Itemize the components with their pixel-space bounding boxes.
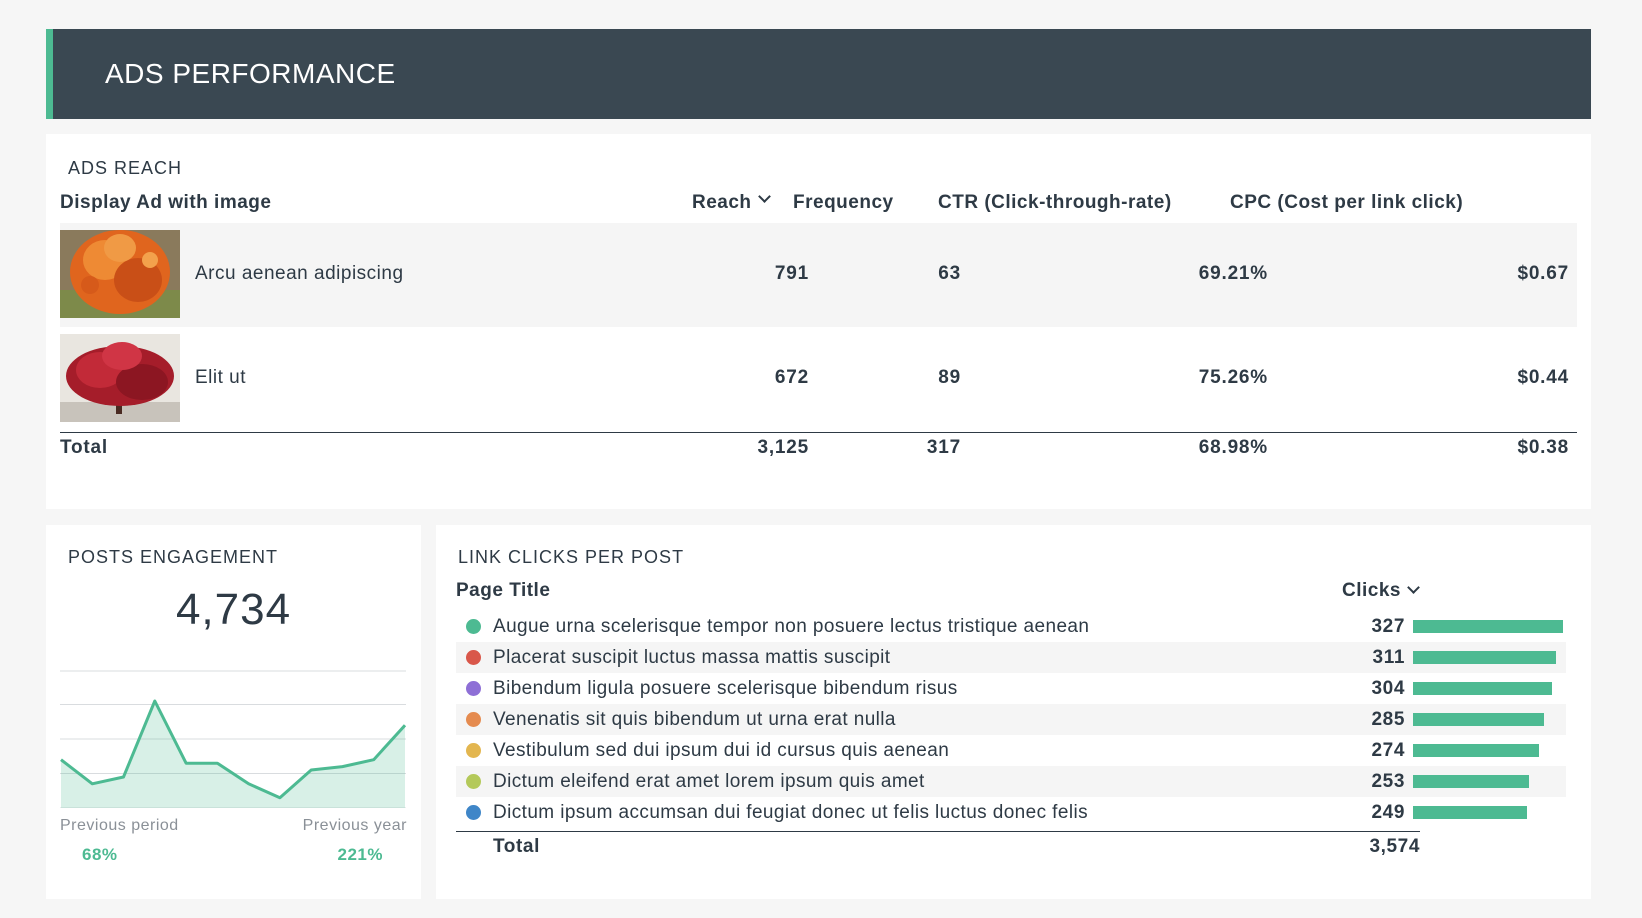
ads-reach-table-header: Display Ad with image Reach Frequency CT… [60,190,1577,222]
total-ctr: 68.98% [1198,437,1268,458]
total-frequency: 317 [926,437,961,458]
clicks-value: 249 [1371,802,1405,823]
clicks-bar [1413,806,1527,819]
col-clicks-sort[interactable]: Clicks [1342,580,1420,602]
list-item[interactable]: Vestibulum sed dui ipsum dui id cursus q… [456,735,1566,766]
reach-value: 672 [774,367,809,388]
color-dot-icon [466,650,481,665]
table-row[interactable]: Elit ut 672 89 75.26% $0.44 [60,327,1577,431]
clicks-bar [1413,620,1563,633]
color-dot-icon [466,619,481,634]
clicks-bar [1413,713,1544,726]
ads-reach-card: ADS REACH Display Ad with image Reach Fr… [46,134,1591,509]
color-dot-icon [466,743,481,758]
link-clicks-card: LINK CLICKS PER POST Page Title Clicks A… [436,525,1591,899]
col-ctr[interactable]: CTR (Click-through-rate) [938,192,1172,213]
table-row[interactable]: Arcu aenean adipiscing 791 63 69.21% $0.… [60,223,1577,327]
ad-name: Arcu aenean adipiscing [195,263,404,284]
page-title-text: Dictum eleifend erat amet lorem ipsum qu… [493,771,925,792]
total-label: Total [60,437,108,458]
previous-year-label: Previous year [302,817,407,834]
engagement-sparkline [60,670,406,808]
col-reach-label: Reach [692,192,752,213]
page-header: ADS PERFORMANCE [46,29,1591,119]
page-title-text: Vestibulum sed dui ipsum dui id cursus q… [493,740,950,761]
clicks-value: 304 [1371,678,1405,699]
chevron-down-icon [1407,581,1420,594]
sparkline-area [61,701,405,808]
color-dot-icon [466,681,481,696]
previous-year-value: 221% [337,845,383,864]
total-clicks: 3,574 [1369,836,1420,857]
list-item[interactable]: Dictum eleifend erat amet lorem ipsum qu… [456,766,1566,797]
ads-reach-total-row: Total 3,125 317 68.98% $0.38 [60,432,1577,464]
previous-period-value: 68% [82,845,118,864]
clicks-bar [1413,744,1539,757]
list-item[interactable]: Dictum ipsum accumsan dui feugiat donec … [456,797,1566,828]
col-display-ad: Display Ad with image [60,192,272,213]
engagement-value: 4,734 [175,585,292,634]
page-title-text: Venenatis sit quis bibendum ut urna erat… [493,709,896,730]
clicks-bar [1413,682,1552,695]
orange-tree-thumbnail [60,230,180,318]
frequency-value: 63 [938,263,961,284]
page-title-text: Bibendum ligula posuere scelerisque bibe… [493,678,958,699]
clicks-value: 327 [1371,616,1405,637]
total-label: Total [493,836,540,857]
col-page-title[interactable]: Page Title [456,580,551,601]
total-cpc: $0.38 [1517,437,1569,458]
ctr-value: 75.26% [1198,367,1268,388]
frequency-value: 89 [938,367,961,388]
col-cpc[interactable]: CPC (Cost per link click) [1230,192,1464,213]
list-item[interactable]: Bibendum ligula posuere scelerisque bibe… [456,673,1566,704]
clicks-value: 311 [1372,647,1405,668]
list-item[interactable]: Augue urna scelerisque tempor non posuer… [456,611,1566,642]
total-reach: 3,125 [757,437,809,458]
posts-engagement-title: POSTS ENGAGEMENT [68,547,279,567]
reach-value: 791 [774,263,809,284]
col-frequency[interactable]: Frequency [793,192,894,213]
col-clicks-label: Clicks [1342,580,1401,601]
previous-period-label: Previous period [60,817,179,834]
color-dot-icon [466,774,481,789]
page-title-text: Augue urna scelerisque tempor non posuer… [493,616,1090,637]
link-clicks-title: LINK CLICKS PER POST [458,547,685,567]
link-clicks-total-row: Total 3,574 [456,831,1420,861]
clicks-bar [1413,651,1556,664]
cpc-value: $0.67 [1517,263,1569,284]
cpc-value: $0.44 [1517,367,1569,388]
page-title-text: Placerat suscipit luctus massa mattis su… [493,647,891,668]
chevron-down-icon [757,190,771,203]
sparkline-line [60,699,406,800]
ads-reach-title: ADS REACH [68,158,183,178]
page-title-text: Dictum ipsum accumsan dui feugiat donec … [493,802,1088,823]
red-tree-thumbnail [60,334,180,422]
color-dot-icon [466,805,481,820]
color-dot-icon [466,712,481,727]
ctr-value: 69.21% [1198,263,1268,284]
ad-name: Elit ut [195,367,247,388]
clicks-bar [1413,775,1529,788]
clicks-value: 274 [1371,740,1405,761]
clicks-value: 253 [1371,771,1405,792]
clicks-value: 285 [1371,709,1405,730]
page-title: ADS PERFORMANCE [105,58,396,89]
posts-engagement-card: POSTS ENGAGEMENT 4,734 Previous period P… [46,525,421,899]
col-reach-sort[interactable]: Reach [692,190,771,214]
list-item[interactable]: Placerat suscipit luctus massa mattis su… [456,642,1566,673]
list-item[interactable]: Venenatis sit quis bibendum ut urna erat… [456,704,1566,735]
